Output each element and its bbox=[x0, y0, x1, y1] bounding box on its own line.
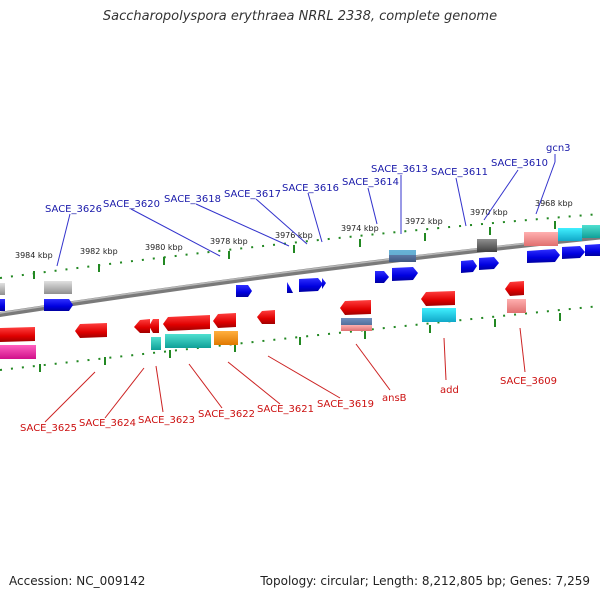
feature-box bbox=[524, 232, 558, 246]
gene-label: SACE_3617 bbox=[224, 189, 281, 200]
gene-arrow-reverse bbox=[421, 291, 455, 306]
feature-box bbox=[165, 334, 211, 348]
genome-backbone bbox=[0, 234, 600, 317]
feature-box bbox=[477, 239, 497, 252]
tick-label: 3976 kbp bbox=[275, 231, 313, 240]
gene-label: SACE_3610 bbox=[491, 158, 548, 169]
tick-label: 3972 kbp bbox=[405, 217, 443, 226]
gene-label: SACE_3611 bbox=[431, 167, 488, 178]
genome-backbone-highlight bbox=[0, 234, 600, 314]
forward-genes bbox=[0, 244, 600, 311]
gene-label: SACE_3625 bbox=[20, 423, 77, 434]
tick-ruler-lower bbox=[0, 305, 600, 371]
major-ticks-upper bbox=[33, 221, 556, 279]
gene-label: SACE_3622 bbox=[198, 409, 255, 420]
gene-arrow-forward bbox=[0, 299, 5, 311]
accession-text: Accession: NC_009142 bbox=[9, 574, 146, 588]
gene-arrow-forward bbox=[392, 267, 418, 281]
feature-box bbox=[341, 325, 372, 331]
feature-box bbox=[0, 345, 36, 359]
gene-arrow-reverse bbox=[340, 300, 371, 315]
feature-box bbox=[558, 228, 582, 241]
forward-features bbox=[0, 225, 600, 295]
gene-arrow-forward bbox=[322, 278, 326, 289]
gene-arrow-reverse bbox=[75, 323, 107, 338]
gene-label: SACE_3623 bbox=[138, 415, 195, 426]
reverse-genes bbox=[0, 281, 524, 342]
gene-arrow-forward bbox=[585, 244, 600, 256]
gene-label: SACE_3620 bbox=[103, 199, 160, 210]
gene-label: SACE_3614 bbox=[342, 177, 399, 188]
feature-box bbox=[214, 331, 238, 345]
map-title: Saccharopolyspora erythraea NRRL 2338, c… bbox=[102, 9, 498, 24]
gene-label: add bbox=[440, 385, 459, 396]
gene-arrow-reverse bbox=[0, 327, 35, 342]
feature-box bbox=[0, 283, 5, 295]
gene-arrow-reverse bbox=[134, 319, 150, 333]
gene-arrow-forward bbox=[299, 278, 323, 292]
tick-label: 3978 kbp bbox=[210, 237, 248, 246]
tick-label: 3968 kbp bbox=[535, 199, 573, 208]
gene-arrow-reverse bbox=[149, 319, 159, 333]
gene-arrow-forward bbox=[479, 257, 499, 270]
gene-leaders-top bbox=[56, 154, 556, 267]
gene-label: SACE_3619 bbox=[317, 399, 374, 410]
tick-label: 3980 kbp bbox=[145, 243, 183, 252]
gene-arrow-forward bbox=[236, 285, 252, 297]
gene-label: gcn3 bbox=[546, 143, 571, 154]
tick-label: 3984 kbp bbox=[15, 251, 53, 260]
feature-box bbox=[507, 299, 526, 313]
gene-labels-top: gcn3 SACE_3610 SACE_3611 SACE_3613 SACE_… bbox=[45, 143, 571, 215]
gene-arrow-forward bbox=[527, 249, 560, 263]
gene-label: SACE_3618 bbox=[164, 194, 221, 205]
gene-label: SACE_3624 bbox=[79, 418, 136, 429]
gene-label: SACE_3616 bbox=[282, 183, 339, 194]
feature-box bbox=[422, 308, 456, 322]
gene-arrow-reverse bbox=[505, 281, 524, 296]
gene-arrow-forward bbox=[461, 260, 477, 273]
gene-arrow-forward bbox=[375, 271, 389, 283]
feature-box bbox=[151, 337, 161, 350]
gene-label: SACE_3626 bbox=[45, 204, 102, 215]
feature-box bbox=[44, 281, 72, 294]
feature-box bbox=[582, 225, 600, 238]
major-ticks-lower bbox=[39, 313, 561, 372]
feature-box bbox=[389, 250, 416, 255]
tick-label: 3974 kbp bbox=[341, 224, 379, 233]
gene-arrow-reverse bbox=[163, 315, 210, 331]
gene-arrow-reverse bbox=[257, 310, 275, 324]
gene-leaders-bottom bbox=[44, 327, 526, 423]
gene-label: SACE_3609 bbox=[500, 376, 557, 387]
gene-arrow-forward bbox=[562, 246, 585, 259]
gene-label: ansB bbox=[382, 393, 407, 404]
gene-arrow-forward bbox=[44, 299, 73, 311]
reverse-features bbox=[0, 299, 526, 359]
gene-arrow-forward bbox=[287, 282, 293, 293]
genome-summary-text: Topology: circular; Length: 8,212,805 bp… bbox=[260, 574, 590, 588]
gene-labels-bottom: SACE_3609 add ansB SACE_3619 SACE_3621 S… bbox=[20, 376, 557, 434]
gene-label: SACE_3621 bbox=[257, 404, 314, 415]
gene-arrow-reverse bbox=[213, 313, 236, 328]
tick-label: 3982 kbp bbox=[80, 247, 118, 256]
gene-label: SACE_3613 bbox=[371, 164, 428, 175]
